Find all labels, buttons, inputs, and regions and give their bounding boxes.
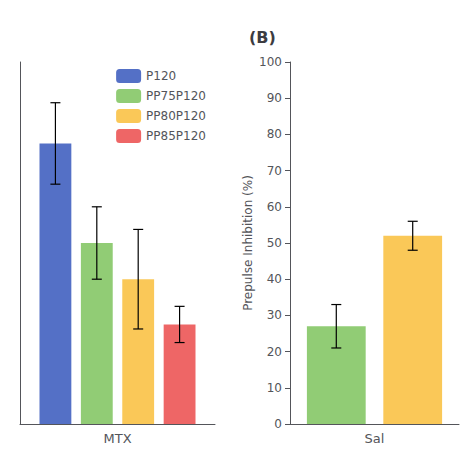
svg-text:P120: P120 <box>146 69 176 83</box>
svg-text:60: 60 <box>267 200 282 214</box>
svg-text:10: 10 <box>267 381 282 395</box>
svg-text:90: 90 <box>267 91 282 105</box>
svg-text:70: 70 <box>267 164 282 178</box>
svg-text:Sal: Sal <box>365 431 385 446</box>
svg-text:30: 30 <box>267 308 282 322</box>
svg-text:100: 100 <box>259 55 282 69</box>
svg-text:80: 80 <box>267 127 282 141</box>
svg-text:40: 40 <box>267 272 282 286</box>
svg-text:PP75P120: PP75P120 <box>146 89 206 103</box>
svg-text:PP80P120: PP80P120 <box>146 109 206 123</box>
svg-text:(B): (B) <box>249 28 276 47</box>
svg-text:20: 20 <box>267 345 282 359</box>
svg-text:MTX: MTX <box>103 431 131 446</box>
svg-text:PP85P120: PP85P120 <box>146 129 206 143</box>
svg-text:0: 0 <box>274 417 282 431</box>
svg-text:Prepulse Inhibition (%): Prepulse Inhibition (%) <box>241 175 255 311</box>
svg-text:50: 50 <box>267 236 282 250</box>
